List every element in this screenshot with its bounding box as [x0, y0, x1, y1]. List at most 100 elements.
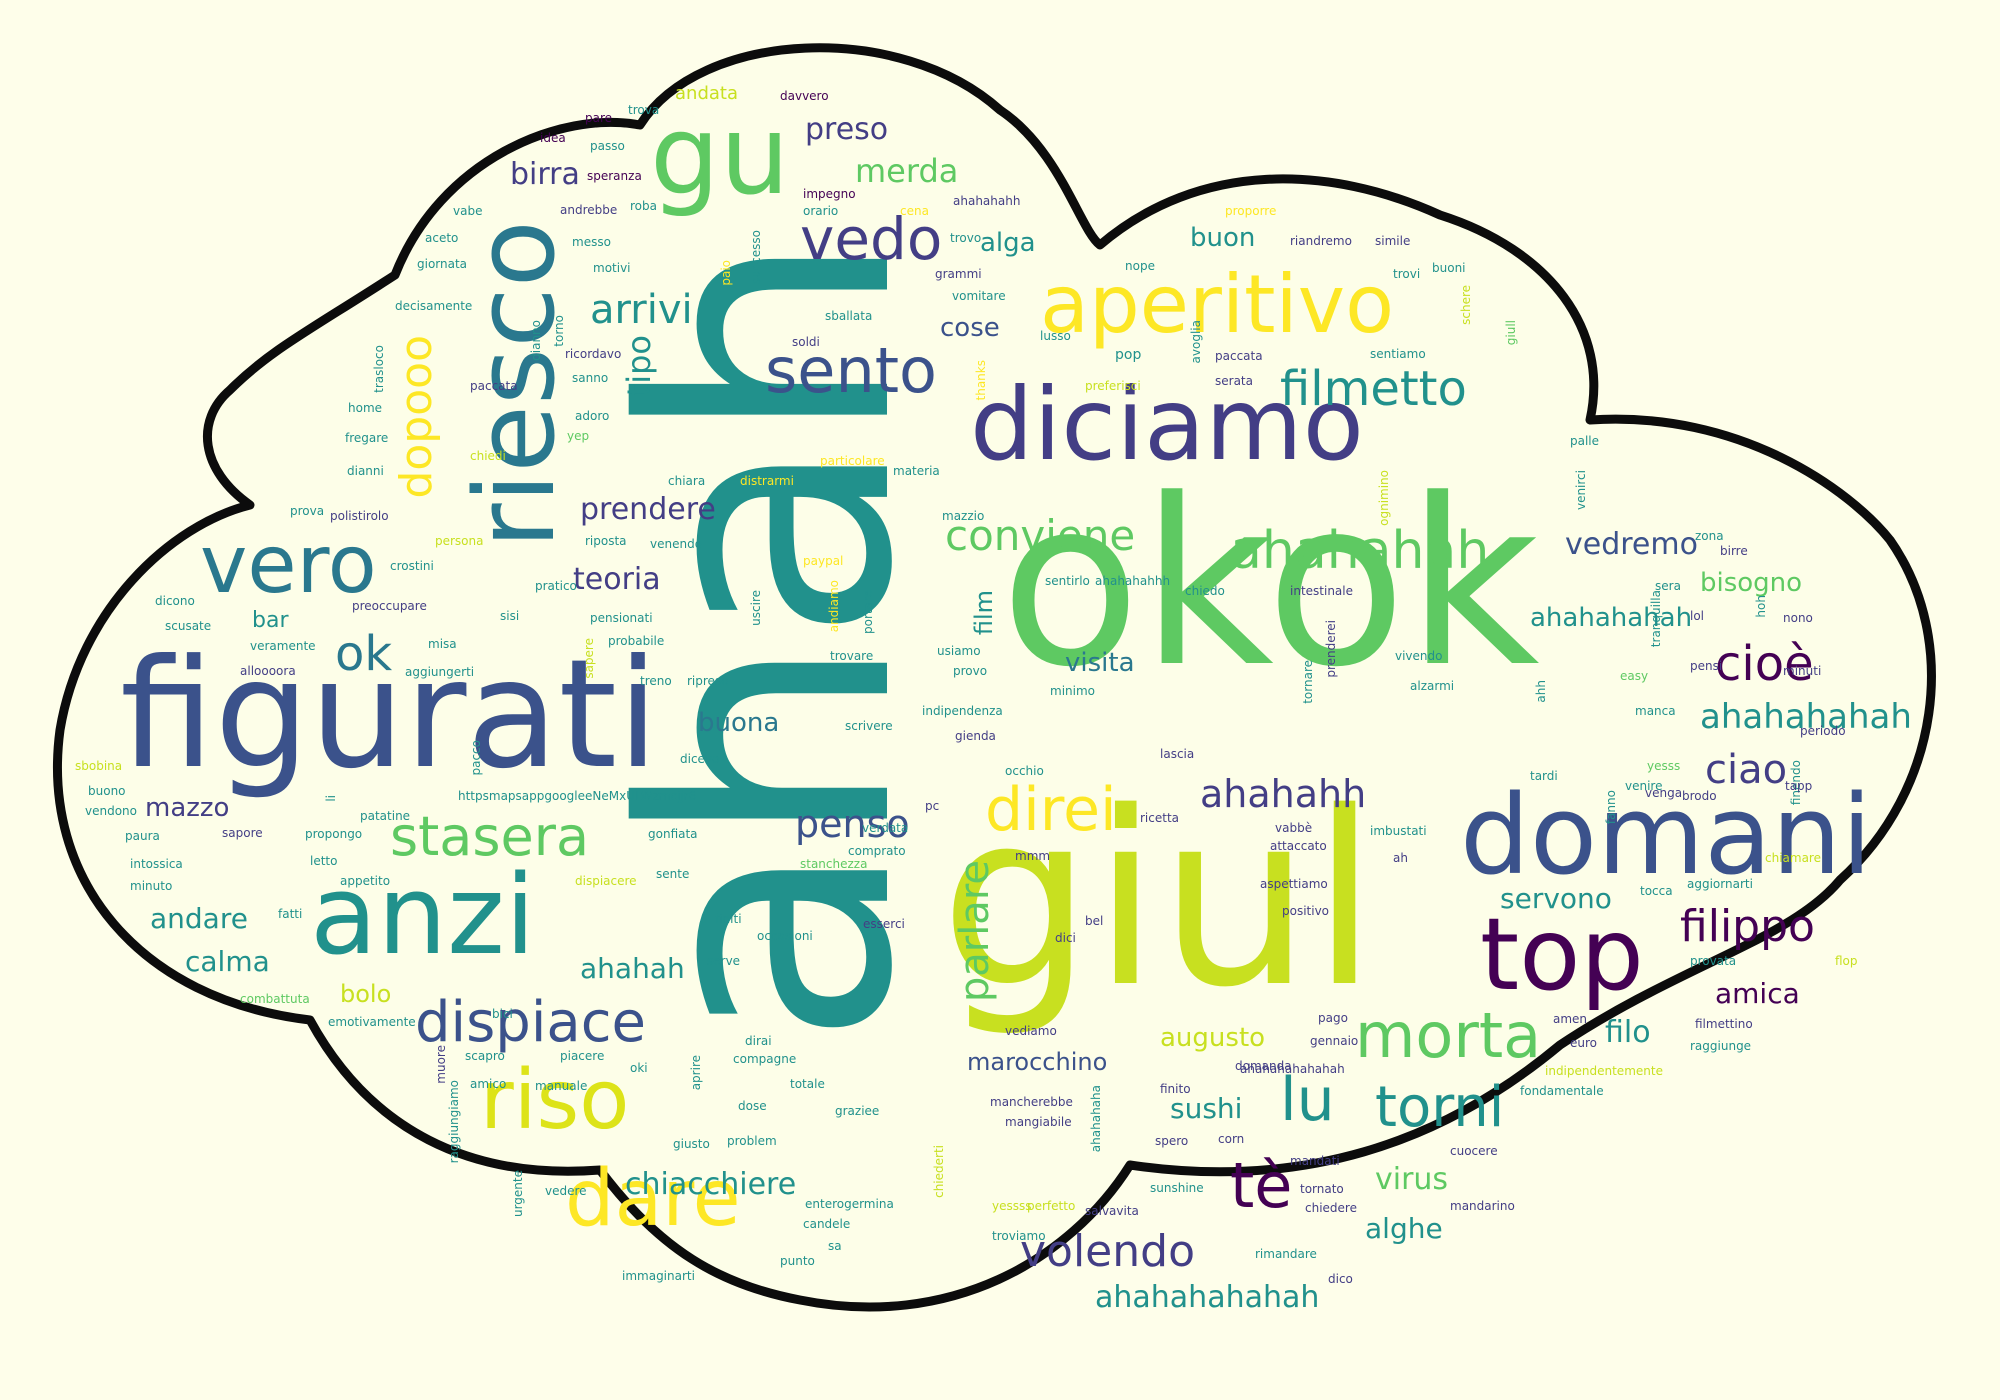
word-small: vabe	[453, 204, 483, 218]
word-bisogno: bisogno	[1700, 568, 1803, 598]
word-small: birre	[1720, 544, 1748, 558]
word-small: portare	[861, 590, 875, 635]
word-small: dianni	[347, 464, 384, 478]
word-small: pensionati	[590, 611, 653, 625]
word-small: muore	[434, 1045, 448, 1084]
word-small: cuocere	[1450, 1144, 1498, 1158]
word-small: li	[324, 795, 338, 802]
word-small: messo	[572, 235, 611, 249]
word-giul: giul	[940, 760, 1378, 1040]
word-small: nope	[1125, 259, 1155, 273]
word-small: serata	[1215, 374, 1253, 388]
word-small: sunshine	[1150, 1181, 1204, 1195]
word-small: chiamare	[1765, 851, 1821, 865]
word-small: vendono	[85, 804, 137, 818]
word-merda: merda	[855, 152, 959, 190]
word-birra: birra	[510, 157, 580, 192]
word-small: immaginarti	[622, 1269, 695, 1283]
word-small: tranquilla	[1649, 590, 1663, 648]
word-small: trasloco	[372, 345, 386, 393]
word-small: occhio	[1005, 764, 1044, 778]
word-small: zona	[1695, 529, 1724, 543]
word-small: mazzio	[942, 509, 985, 523]
word-small: passo	[590, 139, 625, 153]
word-small: aggiornarti	[1687, 877, 1753, 891]
word-small: ognimino	[1377, 470, 1391, 526]
word-small: preoccupare	[352, 599, 427, 613]
word-small: httpsmapsappgoogleeNeMxULWzmcjjr6	[458, 789, 697, 803]
word-dare: dare	[565, 1154, 741, 1244]
word-marocchino: marocchino	[967, 1048, 1108, 1076]
word-small: sapere	[582, 638, 596, 679]
word-small: manuale	[535, 1079, 588, 1093]
word-small: gennaio	[1310, 1034, 1359, 1048]
word-small: vivendo	[1395, 649, 1443, 663]
word-small: positivo	[1282, 904, 1330, 918]
word-small: esserci	[863, 917, 905, 931]
word-bolo: bolo	[340, 980, 392, 1008]
word-arrivi: arrivi	[590, 287, 693, 333]
word-small: punto	[780, 1254, 815, 1268]
word-volendo: volendo	[1020, 1226, 1195, 1277]
word-small: corn	[1218, 1132, 1245, 1146]
word-gu: gu	[650, 91, 790, 219]
word-small: trovare	[830, 649, 874, 663]
word-small: probabile	[608, 634, 665, 648]
word-small: avoglia	[1189, 320, 1203, 364]
word-riso: riso	[480, 1053, 630, 1148]
word-small: chiederti	[932, 1145, 946, 1198]
word-morta: morta	[1355, 999, 1542, 1072]
word-small: vomitare	[952, 289, 1006, 303]
word-small: paio	[719, 260, 733, 286]
word-small: decisamente	[395, 299, 473, 313]
word-small: fanno	[1604, 790, 1618, 825]
word-small: chiedo	[1185, 584, 1225, 598]
word-small: treno	[640, 674, 672, 688]
word-small: dicono	[155, 594, 195, 608]
word-small: scrivere	[845, 719, 893, 733]
word-small: venirci	[1574, 470, 1588, 511]
word-small: mandati	[1290, 1154, 1340, 1168]
word-small: dicevo	[680, 752, 720, 766]
word-small: trovi	[1393, 267, 1421, 281]
word-small: chiedere	[1305, 1201, 1357, 1215]
word-small: intossica	[130, 857, 183, 871]
word-filmetto: filmetto	[1280, 361, 1467, 417]
word-small: ah	[1393, 851, 1408, 865]
word-small: scusate	[165, 619, 212, 633]
word-small: idea	[540, 131, 566, 145]
word-small: pensi	[1690, 659, 1723, 673]
word-lu: lu	[1280, 1065, 1335, 1135]
word-chiacchiere: chiacchiere	[625, 1167, 797, 1202]
word-small: andiamo	[827, 580, 841, 633]
word-small: bici	[492, 1007, 513, 1021]
word-small: dirai	[745, 1034, 772, 1048]
word-small: buoni	[1432, 261, 1466, 275]
word-ahahah: ahahah	[580, 952, 685, 985]
word-small: ripreso	[687, 674, 729, 688]
word-direi: direi	[985, 775, 1117, 845]
word-small: imbustati	[1370, 824, 1427, 838]
word-dopooo: dopooo	[391, 335, 442, 499]
word-small: aspettiamo	[1260, 877, 1328, 891]
word-small: motivi	[593, 261, 631, 275]
word-small: impegno	[803, 187, 856, 201]
word-small: pc	[925, 799, 940, 813]
word-small: paura	[125, 829, 160, 843]
word-small: cena	[900, 204, 929, 218]
word-small: raggiungiamo	[447, 1080, 461, 1164]
word-small: dici	[1055, 931, 1076, 945]
word-small: paccata	[1215, 349, 1263, 363]
word-small: lol	[1690, 609, 1705, 623]
cloud-outline	[52, 43, 1936, 1312]
word-small: pop	[1115, 347, 1142, 363]
word-small: dose	[738, 1099, 767, 1113]
word-ahahahahah: ahahahahah	[1700, 697, 1912, 737]
word-preso: preso	[805, 112, 889, 147]
word-small: ahahahahahahah	[1240, 1062, 1345, 1076]
word-small: minuto	[130, 879, 173, 893]
word-parlare: parlare	[952, 860, 998, 1003]
word-small: pare	[585, 111, 613, 125]
word-small: roba	[630, 199, 657, 213]
